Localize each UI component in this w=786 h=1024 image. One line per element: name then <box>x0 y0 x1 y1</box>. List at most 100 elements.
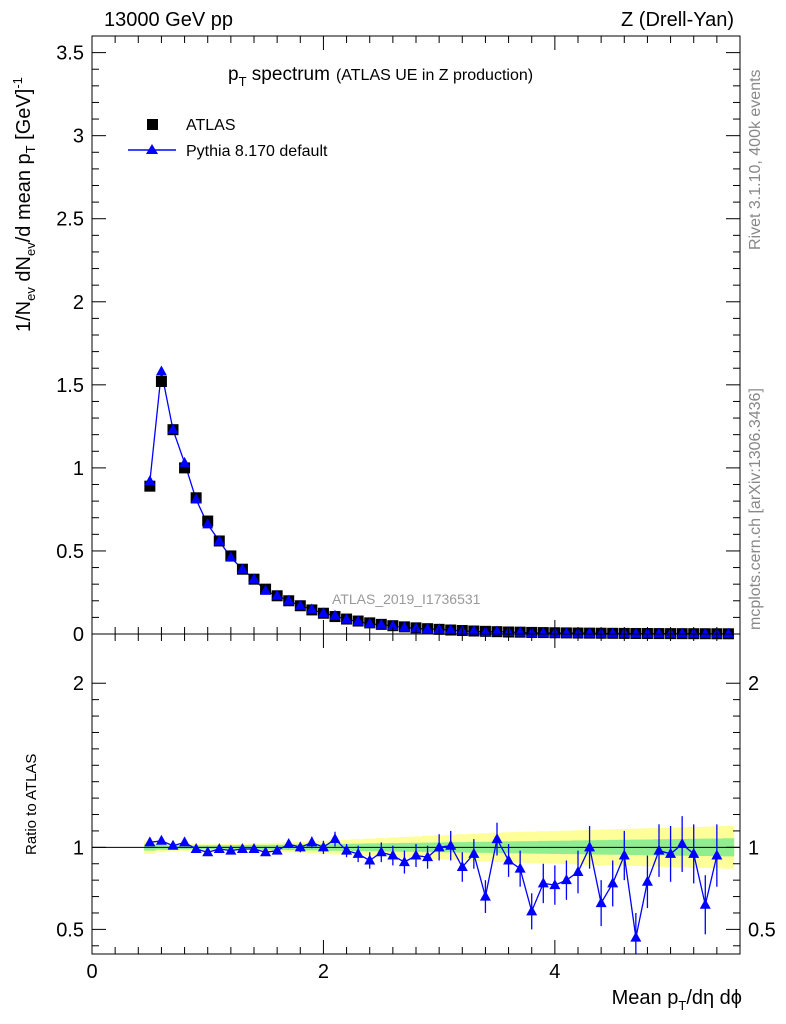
atlas-point <box>144 480 156 492</box>
ratio-point <box>294 841 306 852</box>
main-axes: 0 0.5 1 1.5 2 2.5 3 3.5 <box>56 35 741 646</box>
xtick-label: 4 <box>549 961 560 983</box>
main-ytick-label: 1 <box>73 458 84 480</box>
mc-point <box>306 603 318 614</box>
main-ytick-label: 3 <box>73 126 84 148</box>
mc-point <box>352 615 364 626</box>
mc-point <box>248 573 260 584</box>
mc-point <box>260 584 272 595</box>
ratio-point <box>503 854 515 865</box>
legend-mc-marker <box>146 144 158 154</box>
ratio-ytick-label: 2 <box>73 673 84 695</box>
ratio-ylabel: Ratio to ATLAS <box>23 754 40 855</box>
xtick-label: 2 <box>318 961 329 983</box>
mc-point <box>445 624 457 635</box>
ratio-point <box>410 849 422 860</box>
mc-point <box>653 627 665 638</box>
mc-point <box>225 551 237 562</box>
ratio-axes: 0.5 0.5 1 1 2 2 0 2 4 <box>56 634 776 983</box>
ratio-point <box>167 839 179 850</box>
ratio-point <box>155 834 167 845</box>
mc-point <box>179 456 191 467</box>
rivet-label: Rivet 3.1.10, 400k events <box>747 69 764 250</box>
mc-point <box>398 621 410 632</box>
ratio-point <box>144 836 156 847</box>
ratio-point <box>422 851 434 862</box>
ratio-point <box>468 847 480 858</box>
ratio-point <box>179 836 191 847</box>
ratio-point <box>618 849 630 860</box>
legend-atlas-label: ATLAS <box>186 117 236 134</box>
main-ytick-label: 3.5 <box>56 43 84 65</box>
ratio-point <box>584 841 596 852</box>
mc-point <box>387 620 399 631</box>
ratio-point <box>456 861 468 872</box>
ratio-point <box>491 833 503 844</box>
ratio-point <box>665 847 677 858</box>
mc-point <box>364 617 376 628</box>
plot-title-rest: spectrum <box>247 64 330 85</box>
main-ytick-label: 1.5 <box>56 375 84 397</box>
ratio-point <box>375 846 387 857</box>
main-ytick-label: 0 <box>73 624 84 646</box>
ratio-point <box>398 856 410 867</box>
ratio-point <box>688 847 700 858</box>
mc-point <box>283 594 295 605</box>
ratio-point <box>271 844 283 855</box>
ratio-point <box>352 847 364 858</box>
main-panel: 0 0.5 1 1.5 2 2.5 3 3.5 ATLAS_2019_I1736531 <box>56 35 741 646</box>
ratio-point <box>387 849 399 860</box>
ratio-point <box>364 854 376 865</box>
ratio-point <box>537 877 549 888</box>
ratio-point <box>225 844 237 855</box>
mc-point <box>155 365 167 376</box>
ratio-marks <box>144 816 723 954</box>
mc-point <box>167 423 179 434</box>
mc-point <box>213 534 225 545</box>
ratio-point <box>699 898 711 909</box>
ratio-point <box>595 897 607 908</box>
mc-point <box>375 618 387 629</box>
ratio-ytick-label-right: 1 <box>748 837 759 859</box>
main-ytick-label: 2 <box>73 292 84 314</box>
plot-title-p: p <box>228 64 239 85</box>
mc-point <box>190 493 202 504</box>
ratio-point <box>607 877 619 888</box>
ratio-point <box>260 846 272 857</box>
mc-point <box>722 627 734 638</box>
ratio-point <box>236 842 248 853</box>
mc-point <box>422 623 434 634</box>
mc-point <box>676 627 688 638</box>
mc-point <box>271 589 283 600</box>
ratio-ytick-label-right: 2 <box>748 673 759 695</box>
mc-point <box>202 518 214 529</box>
ratio-point <box>283 838 295 849</box>
mc-point <box>236 563 248 574</box>
ratio-point <box>248 842 260 853</box>
legend: ATLAS Pythia 8.170 default <box>128 117 328 160</box>
ratio-point <box>445 839 457 850</box>
ratio-point <box>341 844 353 855</box>
ratio-point <box>190 842 202 853</box>
ratio-point <box>526 905 538 916</box>
plot-title-sub: T <box>239 74 247 89</box>
ratio-ytick-label: 1 <box>73 837 84 859</box>
header-left: 13000 GeV pp <box>104 9 233 31</box>
mcplots-label: mcplots.cern.ch [arXiv:1306.3436] <box>747 388 764 630</box>
mc-point <box>630 627 642 638</box>
ratio-point <box>433 841 445 852</box>
mc-point <box>584 627 596 638</box>
mc-point <box>607 627 619 638</box>
mc-point <box>294 599 306 610</box>
ratio-panel: 0.5 0.5 1 1 2 2 0 2 4 <box>56 633 776 983</box>
mc-point <box>144 475 156 486</box>
mc-point <box>329 609 341 620</box>
mc-point <box>341 613 353 624</box>
main-ylabel: 1/Nev dNev/d mean pT [GeV]-1 <box>10 77 38 332</box>
ratio-point <box>202 846 214 857</box>
legend-atlas-marker <box>147 119 158 130</box>
header-right: Z (Drell-Yan) <box>621 9 734 31</box>
atlas-point <box>179 462 191 474</box>
ratio-point <box>711 849 723 860</box>
